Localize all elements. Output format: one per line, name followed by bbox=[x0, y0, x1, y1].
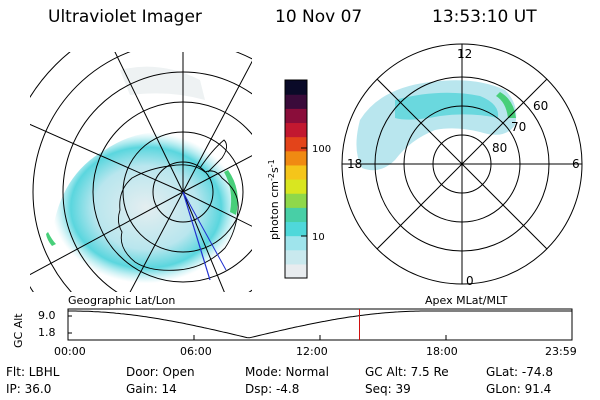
dsp-info: Dsp: -4.8 bbox=[245, 382, 300, 396]
timeline-y-bottom: 1.8 bbox=[38, 326, 56, 339]
mlat-label-60: 60 bbox=[533, 99, 548, 113]
mlat-label-70: 70 bbox=[511, 120, 526, 134]
colorbar-band bbox=[285, 235, 307, 251]
timeline-tick-1800: 18:00 bbox=[426, 345, 458, 358]
meridian-lines bbox=[30, 52, 252, 292]
door-info: Door: Open bbox=[126, 365, 195, 379]
filter-info: Flt: LBHL bbox=[6, 365, 60, 379]
mlat-label-80: 80 bbox=[492, 141, 507, 155]
uv-image-right-edge bbox=[496, 92, 516, 118]
colorbar-band bbox=[285, 179, 307, 194]
left-panel-label: Geographic Lat/Lon bbox=[68, 294, 176, 307]
colorbar-band bbox=[285, 94, 307, 109]
uv-image-left bbox=[52, 132, 240, 284]
timeline-tick-0600: 06:00 bbox=[180, 345, 212, 358]
timeline-tick-0000: 00:00 bbox=[54, 345, 86, 358]
altitude-timeline: GC Alt bbox=[12, 308, 573, 348]
colorbar-band bbox=[285, 221, 307, 237]
ip-info: IP: 36.0 bbox=[6, 382, 52, 396]
mlt-label-6: 6 bbox=[572, 157, 580, 171]
altitude-curve bbox=[68, 310, 572, 339]
colorbar-band bbox=[285, 80, 307, 95]
sun-direction-line-2 bbox=[182, 191, 227, 271]
colorbar-band bbox=[285, 164, 307, 180]
aurora-edge-green-2 bbox=[46, 232, 56, 246]
colorbar-band bbox=[285, 150, 307, 166]
mlt-label-0: 0 bbox=[466, 274, 474, 288]
uv-image-haze bbox=[120, 66, 205, 100]
gain-info: Gain: 14 bbox=[126, 382, 177, 396]
colorbar-label-10: 10 bbox=[312, 232, 325, 243]
colorbar-label-100: 100 bbox=[312, 144, 331, 155]
time-label: 13:53:10 UT bbox=[432, 7, 537, 27]
colorbar-title: photon cm-2s-1 bbox=[267, 159, 281, 240]
colorbar-band bbox=[285, 207, 307, 223]
colorbar-band bbox=[285, 249, 307, 265]
timeline-tick-1200: 12:00 bbox=[296, 345, 328, 358]
seq-info: Seq: 39 bbox=[365, 382, 411, 396]
colorbar bbox=[285, 80, 307, 279]
colorbar-band bbox=[285, 136, 307, 152]
colorbar-band bbox=[285, 108, 307, 124]
mlt-lines bbox=[342, 44, 582, 284]
colorbar-band bbox=[285, 263, 307, 279]
instrument-title: Ultraviolet Imager bbox=[48, 7, 202, 27]
glon-info: GLon: 91.4 bbox=[486, 382, 552, 396]
colorbar-frame bbox=[284, 79, 308, 279]
mlt-label-18: 18 bbox=[347, 157, 362, 171]
uv-image-right-core bbox=[395, 92, 499, 120]
gc-alt-info: GC Alt: 7.5 Re bbox=[365, 365, 449, 379]
continent-outline bbox=[117, 164, 239, 271]
peninsula-outline bbox=[199, 139, 227, 173]
date-label: 10 Nov 07 bbox=[275, 7, 363, 27]
timeline-tick-2359: 23:59 bbox=[545, 345, 577, 358]
colorbar-band bbox=[285, 122, 307, 138]
aurora-edge-green bbox=[224, 170, 238, 215]
mlt-label-12: 12 bbox=[457, 47, 472, 61]
sun-direction-line bbox=[182, 191, 211, 281]
mode-info: Mode: Normal bbox=[245, 365, 329, 379]
timeline-axis-label: GC Alt bbox=[12, 313, 25, 348]
right-panel-label: Apex MLat/MLT bbox=[425, 294, 508, 307]
timeline-y-top: 9.0 bbox=[38, 309, 56, 322]
timeline-ticks bbox=[67, 315, 573, 340]
geographic-map bbox=[30, 52, 252, 292]
polar-plot: 12 18 6 0 60 70 80 bbox=[341, 43, 583, 288]
colorbar-band bbox=[285, 193, 307, 208]
glat-info: GLat: -74.8 bbox=[486, 365, 553, 379]
